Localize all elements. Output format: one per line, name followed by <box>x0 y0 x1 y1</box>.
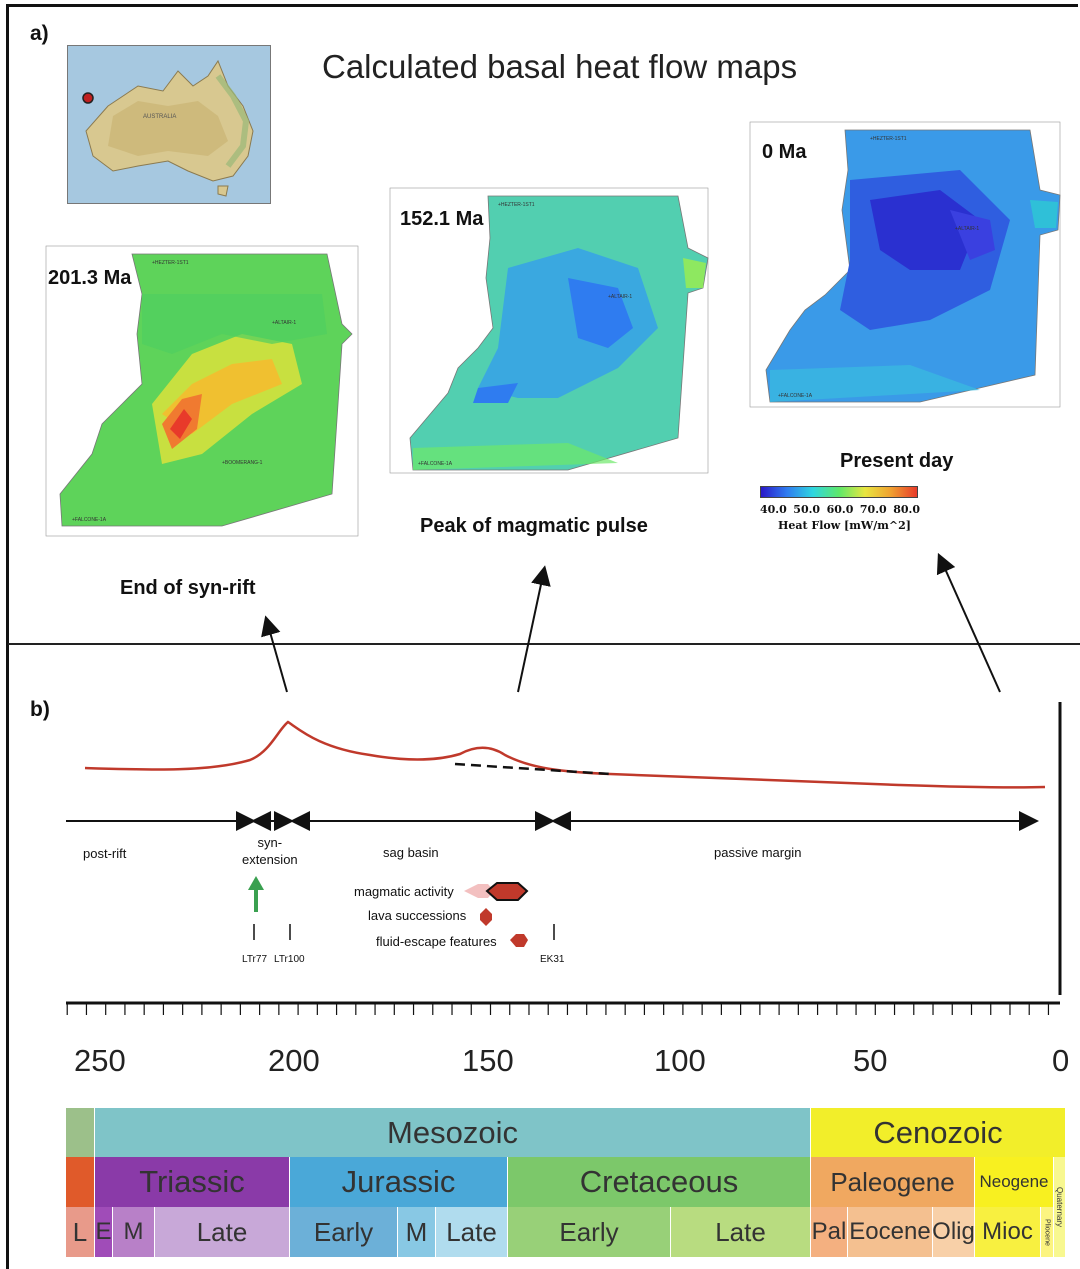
axis-tick-0: 0 <box>1052 1043 1070 1078</box>
axis-tick-50: 50 <box>853 1043 888 1078</box>
era-mesozoic: Mesozoic <box>95 1108 811 1157</box>
axis-tick-250: 250 <box>74 1043 126 1078</box>
map3-age: 0 Ma <box>762 141 807 163</box>
colorbar-tick: 50.0 <box>793 503 821 516</box>
svg-text:+ALTAIR-1: +ALTAIR-1 <box>955 226 979 232</box>
period-neogene: Neogene <box>975 1157 1054 1207</box>
legend-magmatic-activity: magmatic activity <box>354 884 454 899</box>
figure-frame <box>6 4 1078 1269</box>
epoch-pliocene: Pliocene <box>1041 1207 1054 1257</box>
svg-text:+BOOMERANG-1: +BOOMERANG-1 <box>222 460 263 466</box>
epoch-late-cretaceous: Late <box>671 1207 811 1257</box>
panel-divider <box>8 643 1080 645</box>
svg-text:+HEZTER-1ST1: +HEZTER-1ST1 <box>498 202 535 208</box>
heat-flow-curve-diagram <box>66 702 1062 995</box>
svg-text:+FALCONE-1A: +FALCONE-1A <box>418 461 453 467</box>
panel-b-label: b) <box>30 698 50 721</box>
map2-caption: Peak of magmatic pulse <box>420 515 648 537</box>
epoch-paleocene: Pal <box>811 1207 848 1257</box>
svg-text:+FALCONE-1A: +FALCONE-1A <box>778 393 813 399</box>
period-jurassic: Jurassic <box>290 1157 508 1207</box>
axis-tick-150: 150 <box>462 1043 514 1078</box>
era-paleozoic <box>66 1108 95 1157</box>
epoch-miocene: Mioc <box>975 1207 1041 1257</box>
connector-arrows <box>261 552 1001 693</box>
epoch-early-cretaceous: Early <box>508 1207 671 1257</box>
colorbar-tick: 40.0 <box>760 503 787 516</box>
map1-caption: End of syn-rift <box>120 577 256 599</box>
time-axis <box>66 1001 1060 1015</box>
period-permian <box>66 1157 95 1207</box>
era-cenozoic: Cenozoic <box>811 1108 1066 1157</box>
svg-text:+FALCONE-1A: +FALCONE-1A <box>72 517 107 523</box>
epoch-middle-triassic: M <box>113 1207 155 1257</box>
heatflow-colorbar <box>760 486 918 498</box>
marker-ek31: EK31 <box>540 954 565 965</box>
epoch-late-jurassic: Late <box>436 1207 508 1257</box>
colorbar-tick: 80.0 <box>893 503 920 516</box>
axis-tick-200: 200 <box>268 1043 320 1078</box>
svg-text:+HEZTER-1ST1: +HEZTER-1ST1 <box>152 260 189 266</box>
svg-text:+HEZTER-1ST1: +HEZTER-1ST1 <box>870 136 907 142</box>
period-paleogene: Paleogene <box>811 1157 975 1207</box>
epoch-oligocene: Olig <box>933 1207 975 1257</box>
phase-syn-extension: syn- extension <box>242 835 298 867</box>
map3-caption: Present day <box>840 450 954 472</box>
epoch-middle-jurassic: M <box>398 1207 436 1257</box>
marker-ltr77: LTr77 <box>242 954 268 965</box>
svg-text:AUSTRALIA: AUSTRALIA <box>143 114 176 120</box>
heatflow-map-152: +HEZTER-1ST1 +ALTAIR-1 +FALCONE-1A <box>368 178 734 503</box>
phase-post-rift: post-rift <box>83 846 127 861</box>
epoch-early-jurassic: Early <box>290 1207 398 1257</box>
svg-text:+ALTAIR-1: +ALTAIR-1 <box>608 294 632 300</box>
legend-fluid-escape: fluid-escape features <box>376 934 497 949</box>
colorbar-label: Heat Flow [mW/m^2] <box>778 519 911 532</box>
legend-lava-successions: lava successions <box>368 908 467 923</box>
epoch-late-permian: L <box>66 1207 95 1257</box>
phase-sag-basin: sag basin <box>383 845 439 860</box>
australia-inset-map: AUSTRALIA <box>67 45 271 204</box>
colorbar-tick: 70.0 <box>859 503 887 516</box>
svg-text:+ALTAIR-1: +ALTAIR-1 <box>272 320 296 326</box>
phase-passive-margin: passive margin <box>714 845 802 860</box>
axis-tick-100: 100 <box>654 1043 706 1078</box>
map2-age: 152.1 Ma <box>400 208 484 230</box>
marker-ltr100: LTr100 <box>274 954 305 965</box>
panel-a-title: Calculated basal heat flow maps <box>322 48 798 85</box>
period-cretaceous: Cretaceous <box>508 1157 811 1207</box>
heatflow-map-0: +HEZTER-1ST1 +ALTAIR-1 +FALCONE-1A <box>730 110 1075 440</box>
map1-age: 201.3 Ma <box>48 267 132 289</box>
epoch-late-triassic: Late <box>155 1207 290 1257</box>
period-triassic: Triassic <box>95 1157 290 1207</box>
period-quaternary: Quaternary <box>1054 1157 1066 1257</box>
panel-a-label: a) <box>30 22 49 45</box>
heatflow-map-201: +HEZTER-1ST1 +ALTAIR-1 +BOOMERANG-1 +FAL… <box>22 234 374 564</box>
colorbar-ticks: 40.0 50.0 60.0 70.0 80.0 <box>760 503 920 516</box>
geologic-timescale: Mesozoic Cenozoic Triassic Jurassic Cret… <box>66 1108 1066 1258</box>
epoch-early-triassic: E <box>95 1207 113 1257</box>
epoch-eocene: Eocene <box>848 1207 933 1257</box>
colorbar-tick: 60.0 <box>826 503 854 516</box>
